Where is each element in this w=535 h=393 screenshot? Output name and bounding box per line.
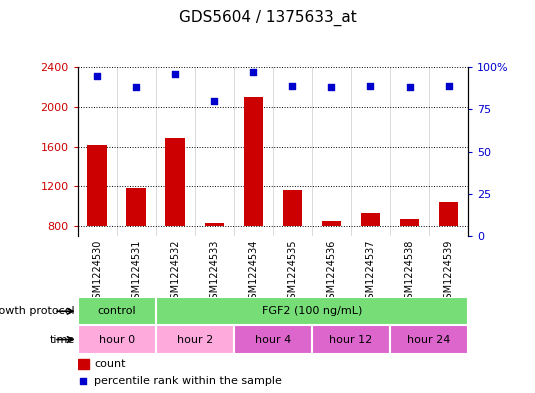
Text: control: control (97, 306, 136, 316)
Text: time: time (50, 334, 75, 345)
Point (406, 84, 414, 91)
Bar (322, 221, 341, 226)
Text: hour 0: hour 0 (98, 334, 135, 345)
Text: GSM1224533: GSM1224533 (209, 239, 219, 305)
Bar (126, 188, 146, 226)
Bar (165, 138, 185, 226)
Text: growth protocol: growth protocol (0, 306, 75, 316)
Bar (243, 97, 263, 226)
Bar (156, 325, 234, 354)
Text: count: count (94, 358, 126, 369)
Bar (400, 219, 419, 226)
Text: hour 24: hour 24 (407, 334, 451, 345)
Bar (390, 325, 468, 354)
Text: GSM1224532: GSM1224532 (170, 239, 180, 305)
Text: percentile rank within the sample: percentile rank within the sample (94, 376, 282, 386)
Bar (312, 325, 390, 354)
Text: GSM1224534: GSM1224534 (248, 239, 258, 305)
Bar (282, 191, 302, 226)
Text: GSM1224535: GSM1224535 (287, 239, 297, 305)
Text: hour 4: hour 4 (255, 334, 291, 345)
Point (288, 83, 297, 89)
Point (210, 98, 219, 104)
Point (132, 84, 140, 91)
Point (327, 84, 336, 91)
Text: hour 2: hour 2 (177, 334, 213, 345)
Bar (234, 325, 312, 354)
Bar (78, 359, 88, 369)
Text: GDS5604 / 1375633_at: GDS5604 / 1375633_at (179, 9, 356, 26)
Text: GSM1224536: GSM1224536 (326, 239, 337, 305)
Text: FGF2 (100 ng/mL): FGF2 (100 ng/mL) (262, 306, 362, 316)
Point (93, 72, 102, 79)
Point (445, 83, 453, 89)
Point (366, 83, 375, 89)
Bar (87, 145, 107, 226)
Text: hour 12: hour 12 (330, 334, 372, 345)
Bar (156, 297, 468, 325)
Text: GSM1224531: GSM1224531 (131, 239, 141, 305)
Text: GSM1224530: GSM1224530 (92, 239, 102, 305)
Point (171, 71, 180, 77)
Text: GSM1224538: GSM1224538 (404, 239, 415, 305)
Text: GSM1224537: GSM1224537 (365, 239, 376, 305)
Point (79, 378, 87, 384)
Text: GSM1224539: GSM1224539 (444, 239, 454, 305)
Bar (78, 297, 156, 325)
Bar (204, 223, 224, 226)
Point (249, 69, 258, 75)
Bar (78, 325, 156, 354)
Bar (439, 202, 458, 226)
Bar (361, 213, 380, 226)
